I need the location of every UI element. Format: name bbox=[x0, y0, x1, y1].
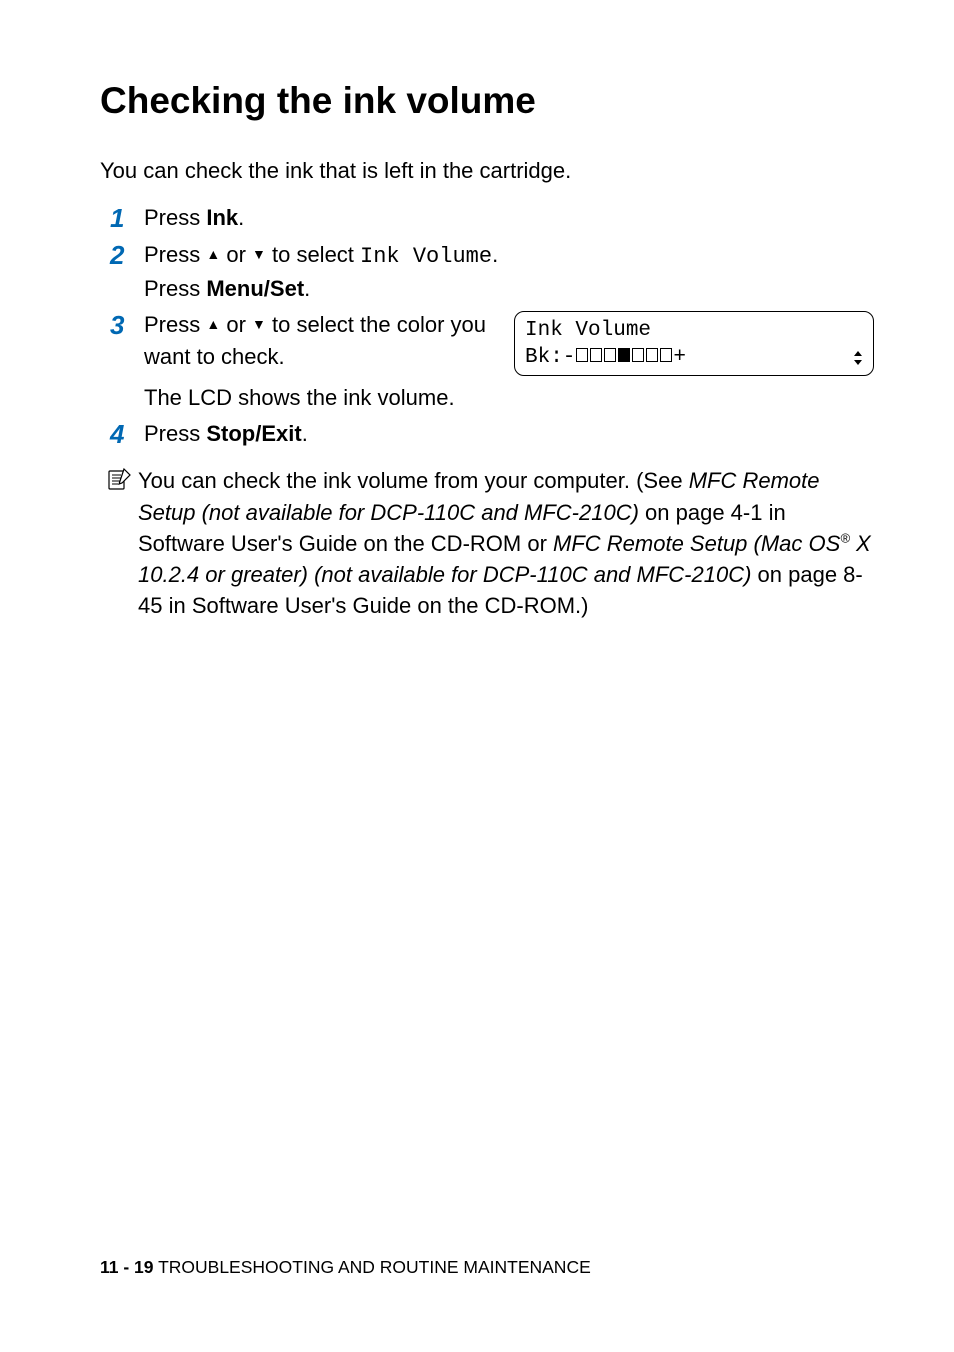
step-number: 3 bbox=[110, 309, 144, 343]
step-2: 2 Press ▲ or ▼ to select Ink Volume. Pre… bbox=[110, 239, 874, 305]
down-arrow-icon: ▼ bbox=[252, 314, 266, 334]
ink-block-empty-icon bbox=[576, 348, 588, 362]
page-footer: 11 - 19 TROUBLESHOOTING AND ROUTINE MAIN… bbox=[100, 1257, 591, 1278]
page-container: Checking the ink volume You can check th… bbox=[0, 0, 954, 1352]
step-4: 4 Press Stop/Exit. bbox=[110, 418, 874, 452]
ink-level-blocks bbox=[575, 345, 673, 371]
ink-block-empty-icon bbox=[660, 348, 672, 362]
step-number: 4 bbox=[110, 418, 144, 452]
ink-block-empty-icon bbox=[590, 348, 602, 362]
step-text: Press bbox=[144, 242, 206, 267]
ink-block-full-icon bbox=[618, 348, 630, 362]
ink-button-label: Ink bbox=[206, 205, 238, 230]
registered-mark: ® bbox=[840, 531, 850, 546]
menu-set-button-label: Menu/Set bbox=[206, 276, 304, 301]
lcd-prefix: Bk:- bbox=[525, 345, 575, 371]
stop-exit-button-label: Stop/Exit bbox=[206, 421, 301, 446]
step-number: 1 bbox=[110, 202, 144, 236]
step-text: Press bbox=[144, 421, 206, 446]
step-text: to select bbox=[266, 242, 360, 267]
note-seg: You can check the ink volume from your c… bbox=[138, 468, 689, 493]
up-arrow-icon: ▲ bbox=[206, 314, 220, 334]
step-text: Press bbox=[144, 205, 206, 230]
down-arrow-icon: ▼ bbox=[252, 244, 266, 264]
step-text-end: . bbox=[304, 276, 310, 301]
page-number: 11 - 19 bbox=[100, 1257, 154, 1277]
note-text: You can check the ink volume from your c… bbox=[138, 465, 874, 621]
step-1: 1 Press Ink. bbox=[110, 202, 874, 236]
note-icon bbox=[106, 465, 138, 498]
lcd-line1: Ink Volume bbox=[525, 318, 863, 344]
step-text: Press bbox=[144, 276, 206, 301]
menu-option-text: Ink Volume bbox=[360, 244, 492, 269]
step-body: Press Ink. bbox=[144, 202, 874, 234]
page-title: Checking the ink volume bbox=[100, 80, 874, 122]
step-body: Press Stop/Exit. bbox=[144, 418, 874, 450]
lcd-suffix: + bbox=[673, 345, 686, 371]
intro-text: You can check the ink that is left in th… bbox=[100, 156, 874, 186]
note-reference: MFC Remote Setup (Mac OS bbox=[553, 531, 840, 556]
step-text: or bbox=[220, 242, 252, 267]
step-body: Press ▲ or ▼ to select the color you wan… bbox=[144, 309, 874, 413]
step-text-end: . bbox=[238, 205, 244, 230]
step-number: 2 bbox=[110, 239, 144, 273]
step-3: 3 Press ▲ or ▼ to select the color you w… bbox=[110, 309, 874, 413]
ink-block-empty-icon bbox=[604, 348, 616, 362]
lcd-line2: Bk:- + bbox=[525, 345, 863, 371]
ink-block-empty-icon bbox=[646, 348, 658, 362]
section-name: TROUBLESHOOTING AND ROUTINE MAINTENANCE bbox=[158, 1257, 591, 1277]
step-text-end: . bbox=[302, 421, 308, 446]
step-text: The LCD shows the ink volume. bbox=[144, 382, 874, 414]
note-block: You can check the ink volume from your c… bbox=[106, 465, 874, 621]
lcd-display: Ink Volume Bk:- + bbox=[514, 311, 874, 376]
updown-arrow-icon bbox=[853, 351, 863, 369]
step-text-end: . bbox=[492, 242, 498, 267]
ink-block-empty-icon bbox=[632, 348, 644, 362]
up-arrow-icon: ▲ bbox=[206, 244, 220, 264]
step-text: Press bbox=[144, 312, 206, 337]
steps-list: 1 Press Ink. 2 Press ▲ or ▼ to select In… bbox=[110, 202, 874, 452]
step-text: or bbox=[220, 312, 252, 337]
step-body: Press ▲ or ▼ to select Ink Volume. Press… bbox=[144, 239, 874, 305]
